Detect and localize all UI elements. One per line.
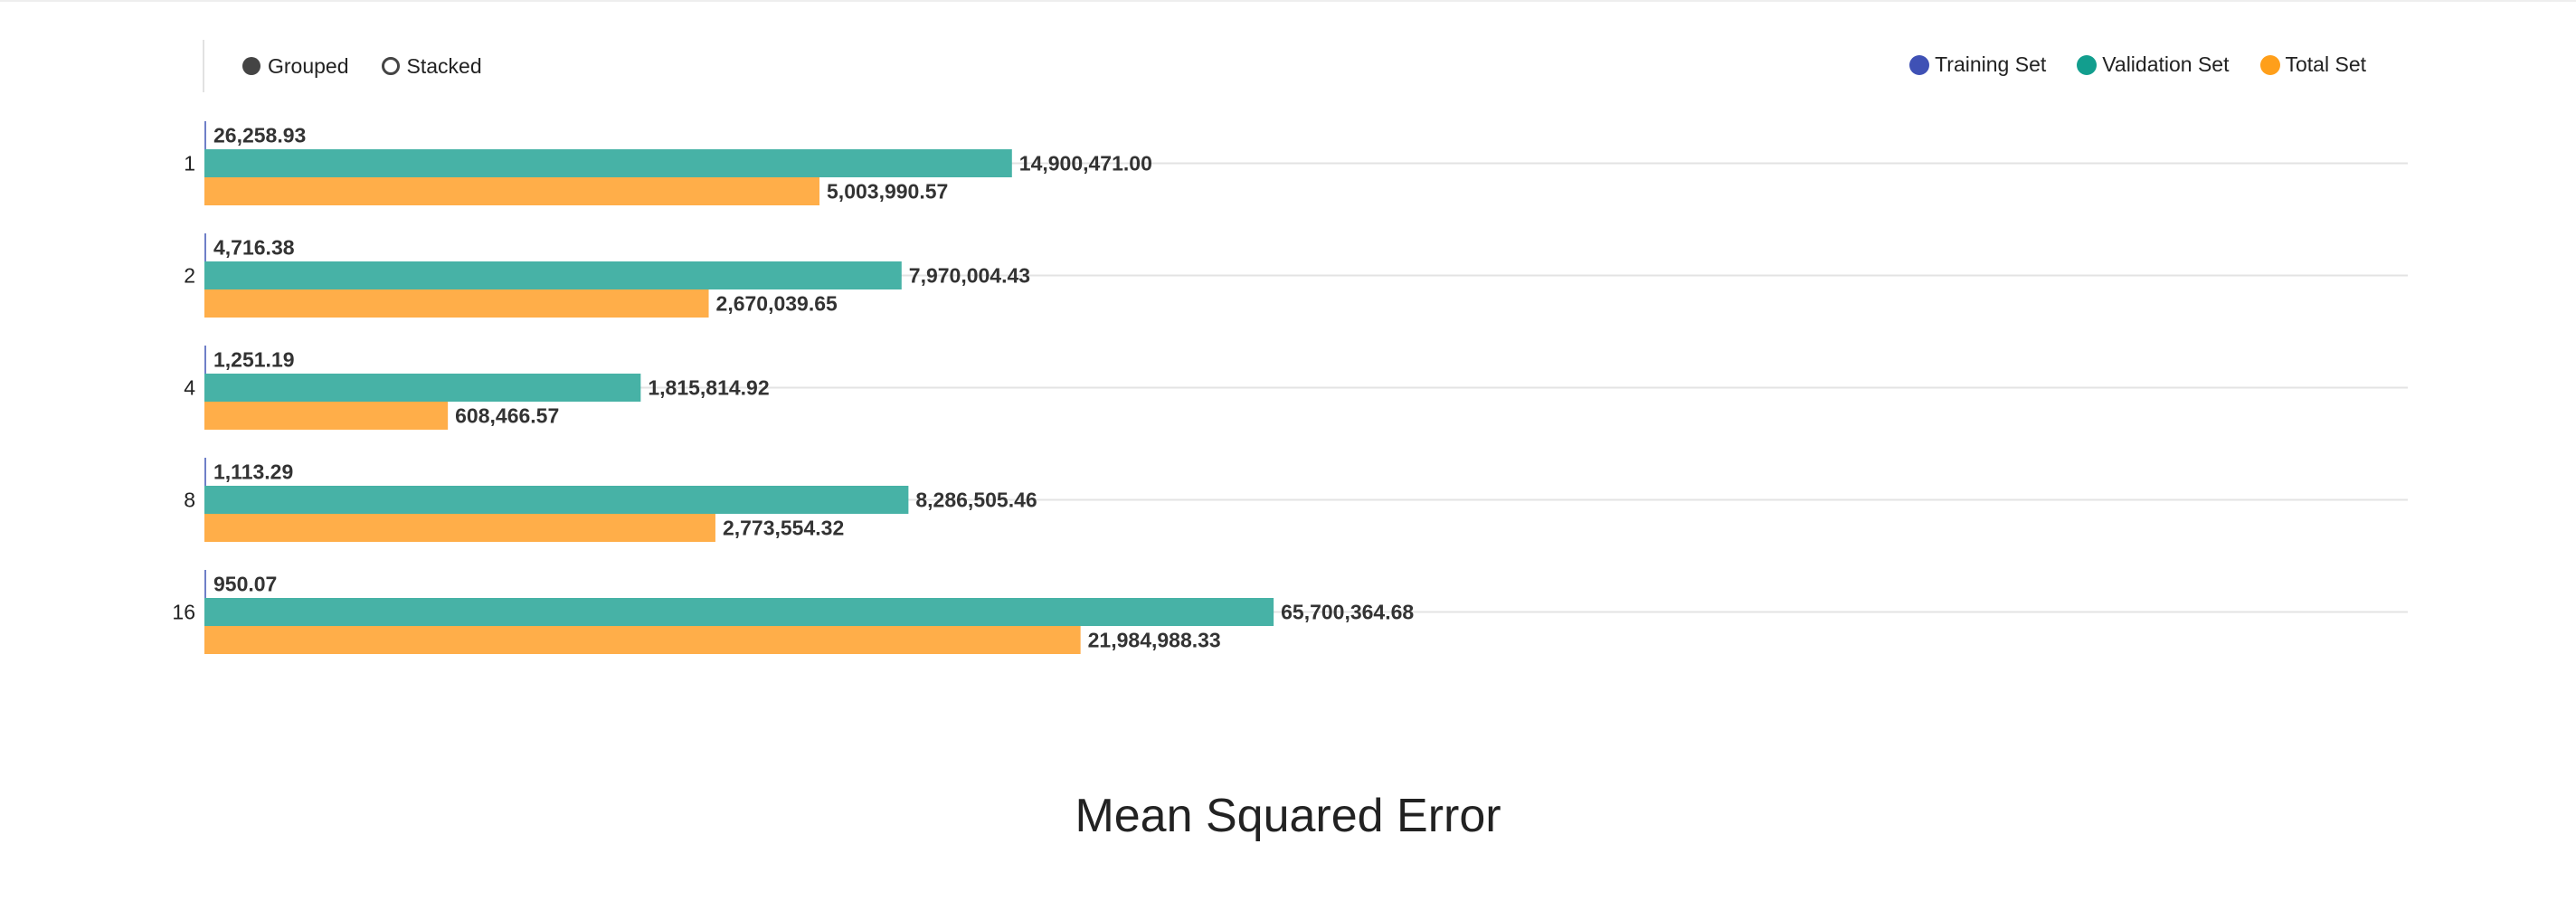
data-label: 7,970,004.43: [909, 264, 1030, 288]
bar-total-set[interactable]: [204, 514, 715, 542]
legend-label-total: Total Set: [2285, 52, 2367, 76]
chart-legend: Training Set Validation Set Total Set: [1909, 52, 2366, 77]
grouped-radio-option[interactable]: Grouped: [242, 54, 349, 79]
bar-validation-set[interactable]: [204, 149, 1012, 177]
data-label: 1,815,814.92: [648, 376, 769, 400]
legend-item-training[interactable]: Training Set: [1909, 52, 2046, 77]
bar-validation-set[interactable]: [204, 598, 1274, 626]
data-label: 608,466.57: [455, 404, 559, 428]
bar-validation-set[interactable]: [204, 261, 902, 289]
stacked-radio-icon[interactable]: [381, 57, 400, 75]
y-tick-label: 8: [184, 488, 195, 512]
bar-total-set[interactable]: [204, 402, 449, 430]
bar-training-set[interactable]: [204, 570, 206, 598]
data-label: 1,251.19: [213, 348, 295, 372]
data-label: 950.07: [213, 573, 277, 596]
data-label: 1,113.29: [213, 460, 293, 484]
y-tick-label: 4: [184, 376, 195, 400]
y-tick-label: 2: [184, 264, 195, 288]
data-label: 4,716.38: [213, 236, 295, 260]
bar-training-set[interactable]: [204, 233, 206, 261]
legend-label-training: Training Set: [1935, 52, 2047, 76]
bar-total-set[interactable]: [204, 289, 709, 318]
data-label: 8,286,505.46: [915, 488, 1037, 512]
bar-training-set[interactable]: [204, 458, 206, 486]
legend-label-validation: Validation Set: [2102, 52, 2230, 76]
data-label: 65,700,364.68: [1281, 601, 1414, 624]
stacked-radio-option[interactable]: Stacked: [381, 53, 482, 79]
data-label: 21,984,988.33: [1088, 629, 1221, 652]
chart-title: Mean Squared Error: [1075, 790, 1501, 842]
stacked-label: Stacked: [406, 53, 482, 78]
grouped-label: Grouped: [268, 53, 349, 78]
y-tick-label: 16: [172, 601, 195, 624]
legend-item-total[interactable]: Total Set: [2259, 52, 2367, 77]
bar-training-set[interactable]: [204, 346, 206, 374]
bar-training-set[interactable]: [204, 121, 206, 149]
bar-validation-set[interactable]: [204, 486, 909, 514]
data-label: 14,900,471.00: [1019, 152, 1152, 175]
bar-total-set[interactable]: [204, 626, 1081, 654]
data-label: 26,258.93: [213, 124, 306, 147]
legend-swatch-validation: [2077, 54, 2098, 75]
bar-total-set[interactable]: [204, 177, 820, 205]
bar-validation-set[interactable]: [204, 374, 641, 402]
grouped-radio-icon[interactable]: [242, 57, 260, 75]
chart-mode-toggle: Grouped Stacked: [203, 40, 482, 92]
data-label: 2,670,039.65: [716, 292, 838, 316]
legend-item-validation[interactable]: Validation Set: [2077, 52, 2230, 77]
y-tick-label: 1: [184, 152, 195, 175]
legend-swatch-training: [1909, 54, 1930, 75]
chart-frame-border: [0, 0, 2576, 2]
legend-swatch-total: [2259, 54, 2280, 75]
data-label: 2,773,554.32: [723, 517, 844, 540]
data-label: 5,003,990.57: [827, 180, 948, 204]
